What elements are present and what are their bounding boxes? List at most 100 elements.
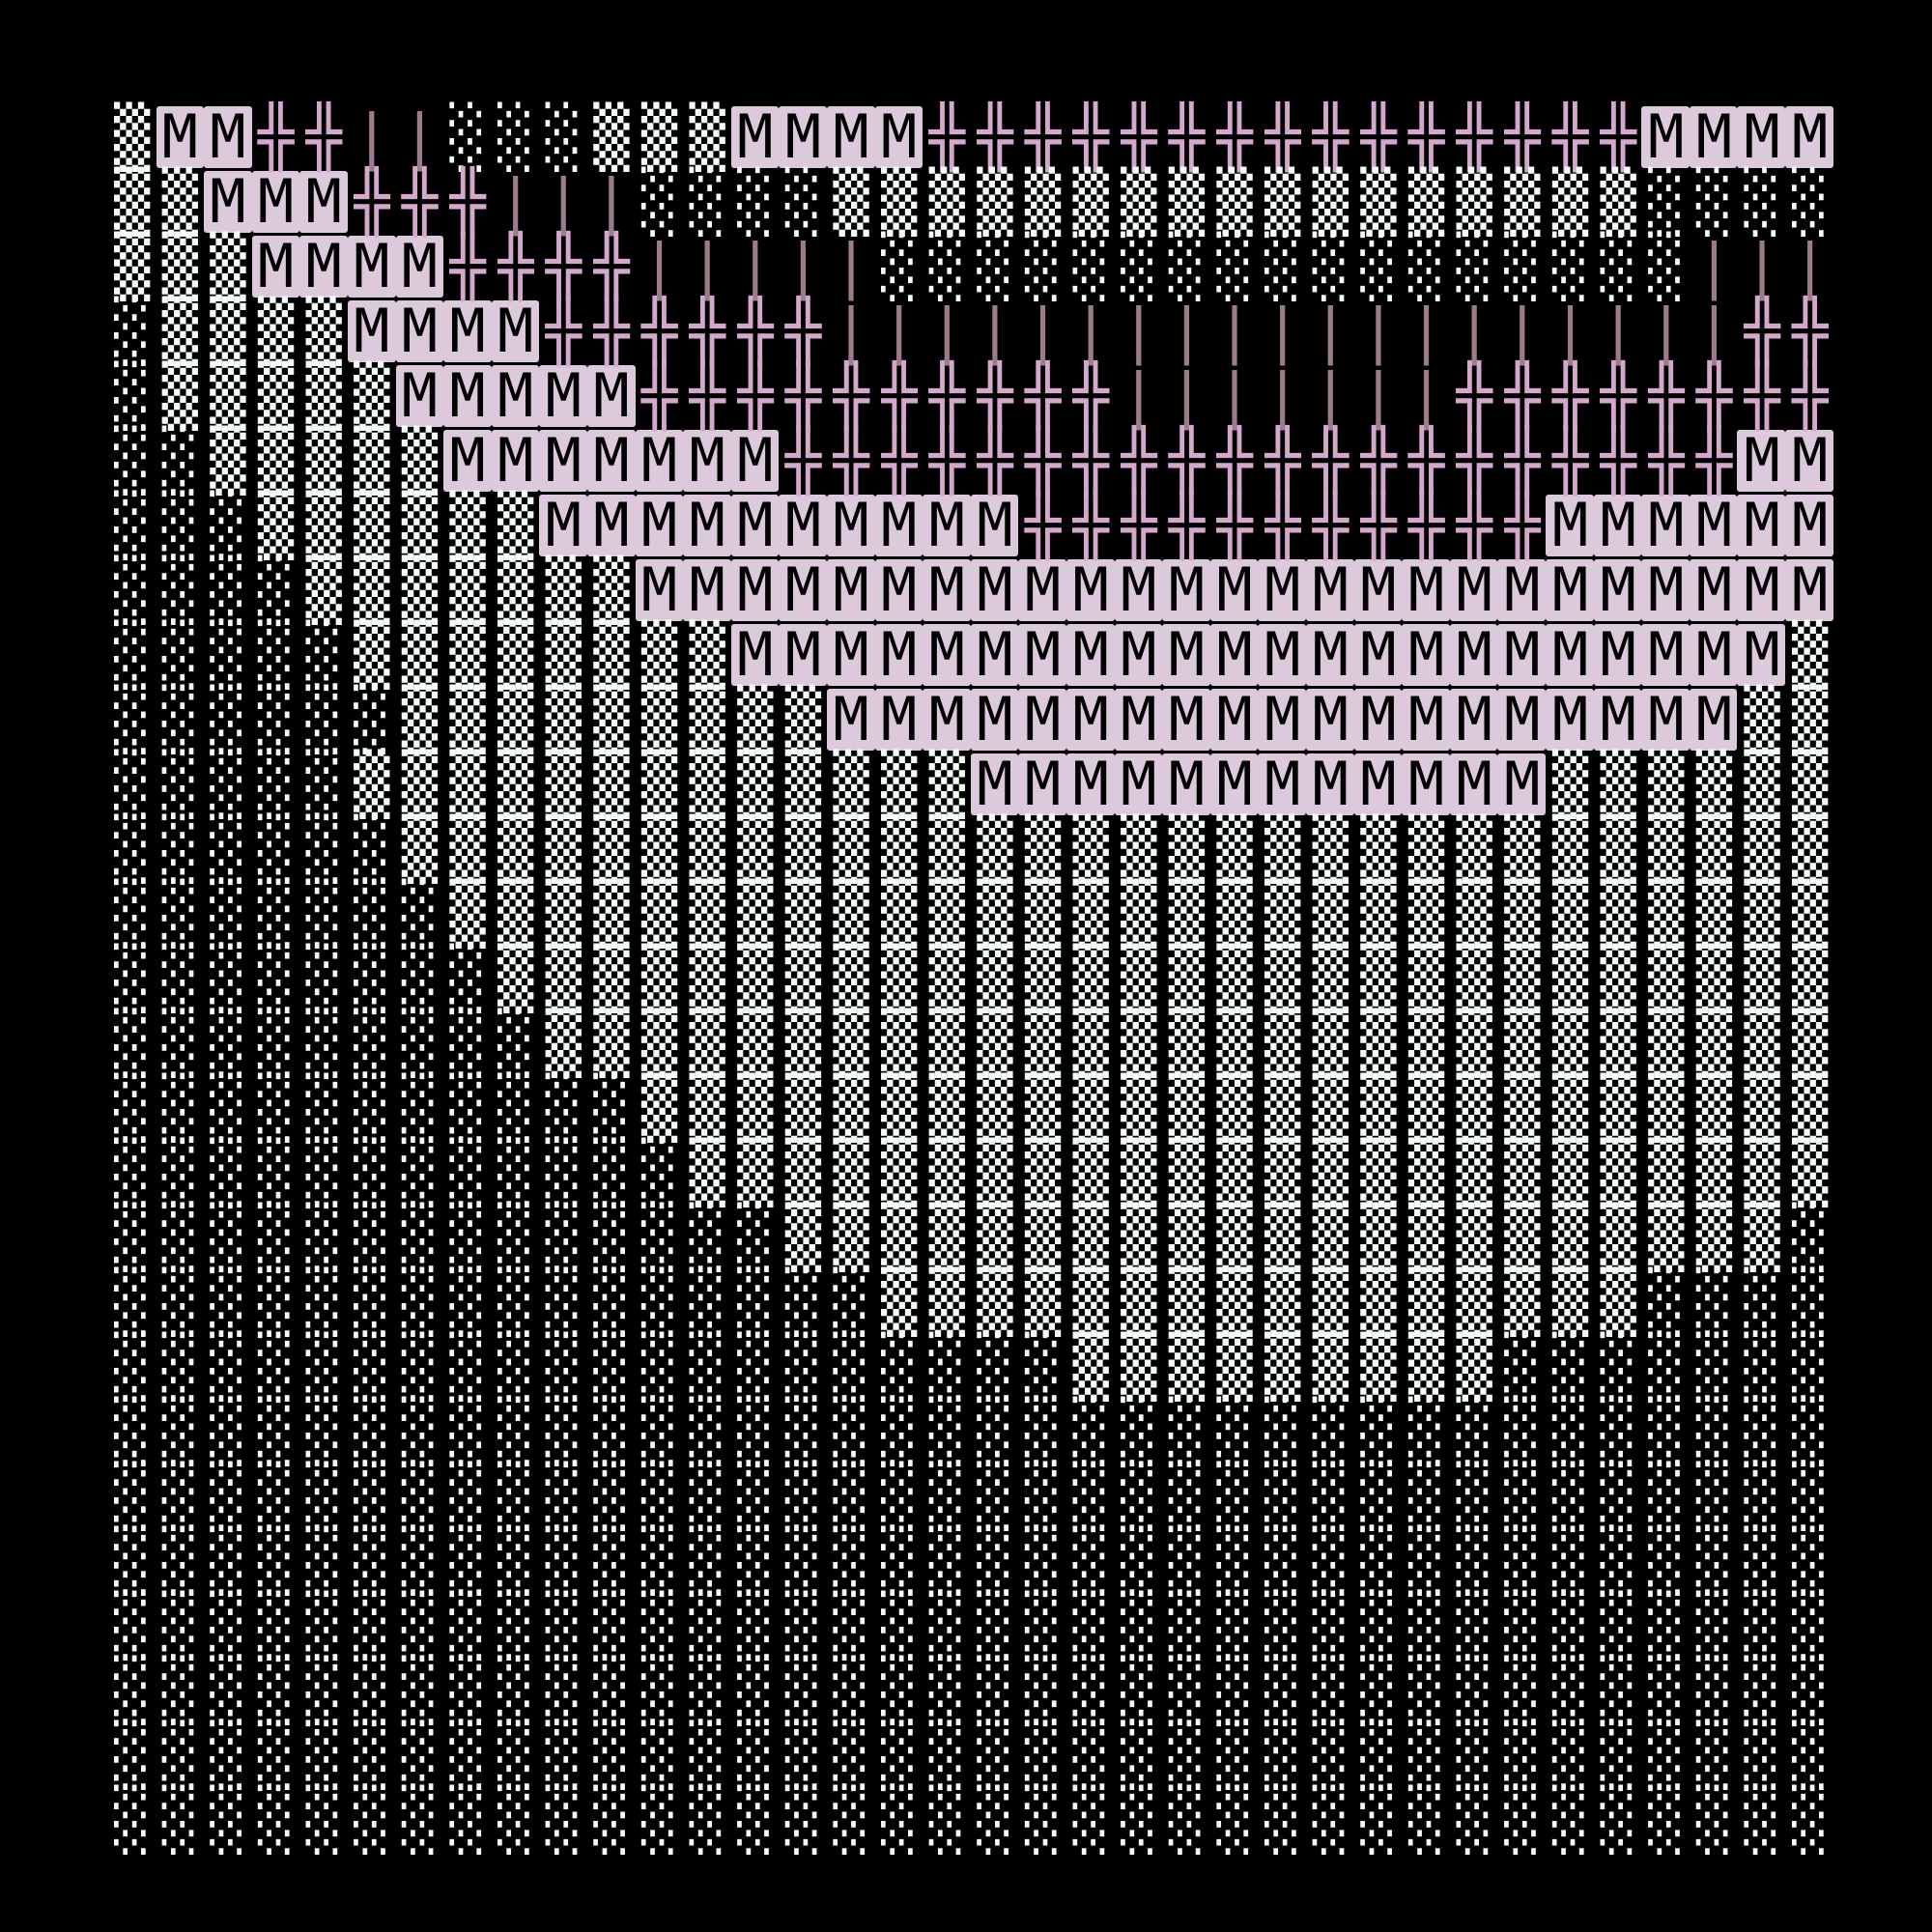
pink-block-background xyxy=(1641,558,1690,621)
pink-block-background xyxy=(1258,558,1306,621)
art-row: ▒MM╬╬||░░░▒▒▒MMMM╬╬╬╬╬╬╬╬╬╬╬╬╬╬╬MMMM xyxy=(114,101,1840,172)
pink-block-background xyxy=(827,623,875,686)
pink-block-background xyxy=(1546,494,1594,556)
pink-block-background xyxy=(1402,558,1450,621)
pink-block-background xyxy=(923,558,971,621)
pink-block-background xyxy=(539,364,587,427)
pink-block-background xyxy=(1114,688,1163,751)
pink-block-background xyxy=(1546,623,1594,686)
pink-block-background xyxy=(827,558,875,621)
pink-block-background xyxy=(970,688,1019,751)
pink-block-background xyxy=(1066,623,1115,686)
pink-block-background xyxy=(1497,753,1546,815)
pink-block-background xyxy=(730,105,780,168)
art-row: ░░░▒▒▒▒▒▒MMMMMMMMMM╬╬╬╬╬╬╬╬╬╬╬MMMMMM xyxy=(114,490,1840,560)
pink-block-background xyxy=(1497,558,1546,621)
pink-block-background xyxy=(1209,623,1259,686)
pink-block-background xyxy=(1593,494,1642,556)
pink-block-background xyxy=(587,429,636,492)
art-row: ░░░░░░░░░░░░░░░░░░░░░░░░░░░░░░░░░░░░ xyxy=(114,1655,1840,1725)
pink-block-background xyxy=(1018,558,1066,621)
pink-block-background xyxy=(1737,558,1785,621)
pink-block-background xyxy=(443,429,492,492)
pink-block-background xyxy=(923,494,971,556)
pink-block-background xyxy=(491,299,540,362)
pink-block-background xyxy=(587,494,636,556)
art-row: ▒▒MMM╬╬╬|||░░░░▒▒▒▒▒▒▒▒▒▒▒▒▒▒▒▒▒░░░░ xyxy=(114,166,1840,237)
art-row: ░░░░░░▒▒▒▒▒▒▒▒▒MMMMMMMMMMMMMMMMMMM▒▒ xyxy=(114,684,1840,754)
art-row: ░░░░░░░░░░░░░░░░░░░░░░░░░░░░░░░░░░░░ xyxy=(114,1784,1840,1855)
pink-block-background xyxy=(970,558,1019,621)
art-row: ░▒▒▒▒▒MMMMM╬╬╬╬╬╬╬╬╬╬|||||||╬╬╬╬╬╬╬╬ xyxy=(114,360,1840,431)
pink-block-background xyxy=(395,299,444,362)
pink-block-background xyxy=(1066,753,1115,815)
pink-block-background xyxy=(1641,105,1690,168)
pink-block-background xyxy=(874,105,923,168)
pink-block-background xyxy=(1497,688,1546,751)
pink-block-background xyxy=(539,429,587,492)
pink-block-background xyxy=(730,429,780,492)
pink-block-background xyxy=(1353,688,1403,751)
pink-block-background xyxy=(1306,753,1354,815)
art-row: ░░░░░░░░░░░░░░░░░░░░░░░░░░░░░░░░░░░░ xyxy=(114,1525,1840,1596)
pink-block-background xyxy=(923,688,971,751)
art-row: ░░░░░░░░▒▒▒▒▒▒▒▒▒▒▒▒▒▒▒▒▒▒▒▒▒▒▒▒▒▒▒▒ xyxy=(114,943,1840,1013)
pink-block-background xyxy=(395,364,444,427)
pink-block-background xyxy=(1114,623,1163,686)
pink-block-background xyxy=(443,299,492,362)
pink-block-background xyxy=(779,494,827,556)
art-row: ░░░░░░░░░░░░░░░░▒▒▒▒▒▒▒▒▒▒▒▒▒▒▒▒░░░░ xyxy=(114,1266,1840,1337)
pink-block-background xyxy=(1641,494,1690,556)
pink-block-background xyxy=(587,364,636,427)
art-row: ░░░░░▒▒▒▒▒▒▒▒▒▒▒▒▒MMMMMMMMMMMM▒▒▒▒▒▒ xyxy=(114,749,1840,819)
art-row: ░░░░░░░░░░░░▒▒▒▒▒▒▒▒▒▒▒▒▒▒▒▒▒▒▒▒▒▒▒▒ xyxy=(114,1137,1840,1208)
pink-block-background xyxy=(683,494,731,556)
pink-block-background xyxy=(874,688,923,751)
pink-block-background xyxy=(1066,558,1115,621)
pink-block-background xyxy=(1209,753,1259,815)
pink-block-background xyxy=(1785,494,1833,556)
pink-block-background xyxy=(1258,623,1306,686)
pink-block-background xyxy=(1258,688,1306,751)
pink-block-background xyxy=(1018,688,1066,751)
pink-block-background xyxy=(348,235,396,298)
pink-block-background xyxy=(779,623,827,686)
art-row: ░░░░░░░░░░░░░░░░░░░░░░░░░░░░░░░░░░░░ xyxy=(114,1396,1840,1466)
art-row: ░░░░░░░░░░░░░░▒▒▒▒▒▒▒▒▒▒▒▒▒▒▒▒▒▒▒▒▒░ xyxy=(114,1202,1840,1272)
art-row: ░░░░░░░░░░░░░░░░░░░░░░░░░░░░░░░░░░░░ xyxy=(114,1719,1840,1790)
pink-block-background xyxy=(1402,753,1450,815)
pink-block-background xyxy=(1306,688,1354,751)
pink-block-background xyxy=(539,494,587,556)
pink-block-background xyxy=(827,688,875,751)
pink-block-background xyxy=(1402,623,1450,686)
pink-block-background xyxy=(1162,558,1210,621)
art-row: ░░░░░░▒▒▒▒▒▒▒▒▒▒▒▒▒▒▒▒▒▒▒▒▒▒▒▒▒▒▒▒▒▒ xyxy=(114,813,1840,884)
pink-block-background xyxy=(251,235,300,298)
pink-block-background xyxy=(204,170,252,233)
pink-block-background xyxy=(874,494,923,556)
pink-block-background xyxy=(1689,558,1738,621)
pink-block-background xyxy=(1306,623,1354,686)
art-row: ░▒▒▒▒MMMM╬╬╬╬╬╬|||||||||||||||||||╬╬ xyxy=(114,296,1840,366)
pink-block-background xyxy=(1449,753,1498,815)
pink-block-background xyxy=(970,494,1019,556)
pink-block-background xyxy=(1737,494,1785,556)
art-row: ░░░░░▒▒▒▒▒▒▒▒MMMMMMMMMMMMMMMMMMMMMM▒ xyxy=(114,619,1840,690)
pink-block-background xyxy=(779,105,827,168)
pink-block-background xyxy=(923,623,971,686)
pink-block-background xyxy=(1785,105,1833,168)
pink-block-background xyxy=(299,235,348,298)
art-row: ░░░░▒▒▒▒▒▒▒MMMMMMMMMMMMMMMMMMMMMMMMM xyxy=(114,554,1840,625)
art-row: ░░░░░░░░░▒▒▒▒▒▒▒▒▒▒▒▒▒▒▒▒▒▒▒▒▒▒▒▒▒▒▒ xyxy=(114,1008,1840,1078)
art-row: ░░░░░░░░░░░░░░░░░░░░░░░░░░░░░░░░░░░░ xyxy=(114,1590,1840,1661)
pink-block-background xyxy=(730,558,780,621)
pink-block-background xyxy=(970,623,1019,686)
pink-block-background xyxy=(1546,558,1594,621)
pink-block-background xyxy=(635,429,684,492)
pink-block-background xyxy=(730,494,780,556)
pink-block-background xyxy=(1209,688,1259,751)
art-row: ░░░░░░░░░░░▒▒▒▒▒▒▒▒▒▒▒▒▒▒▒▒▒▒▒▒▒▒▒▒▒ xyxy=(114,1072,1840,1143)
pink-block-background xyxy=(1162,623,1210,686)
pink-block-background xyxy=(1689,494,1738,556)
pink-block-background xyxy=(635,494,684,556)
